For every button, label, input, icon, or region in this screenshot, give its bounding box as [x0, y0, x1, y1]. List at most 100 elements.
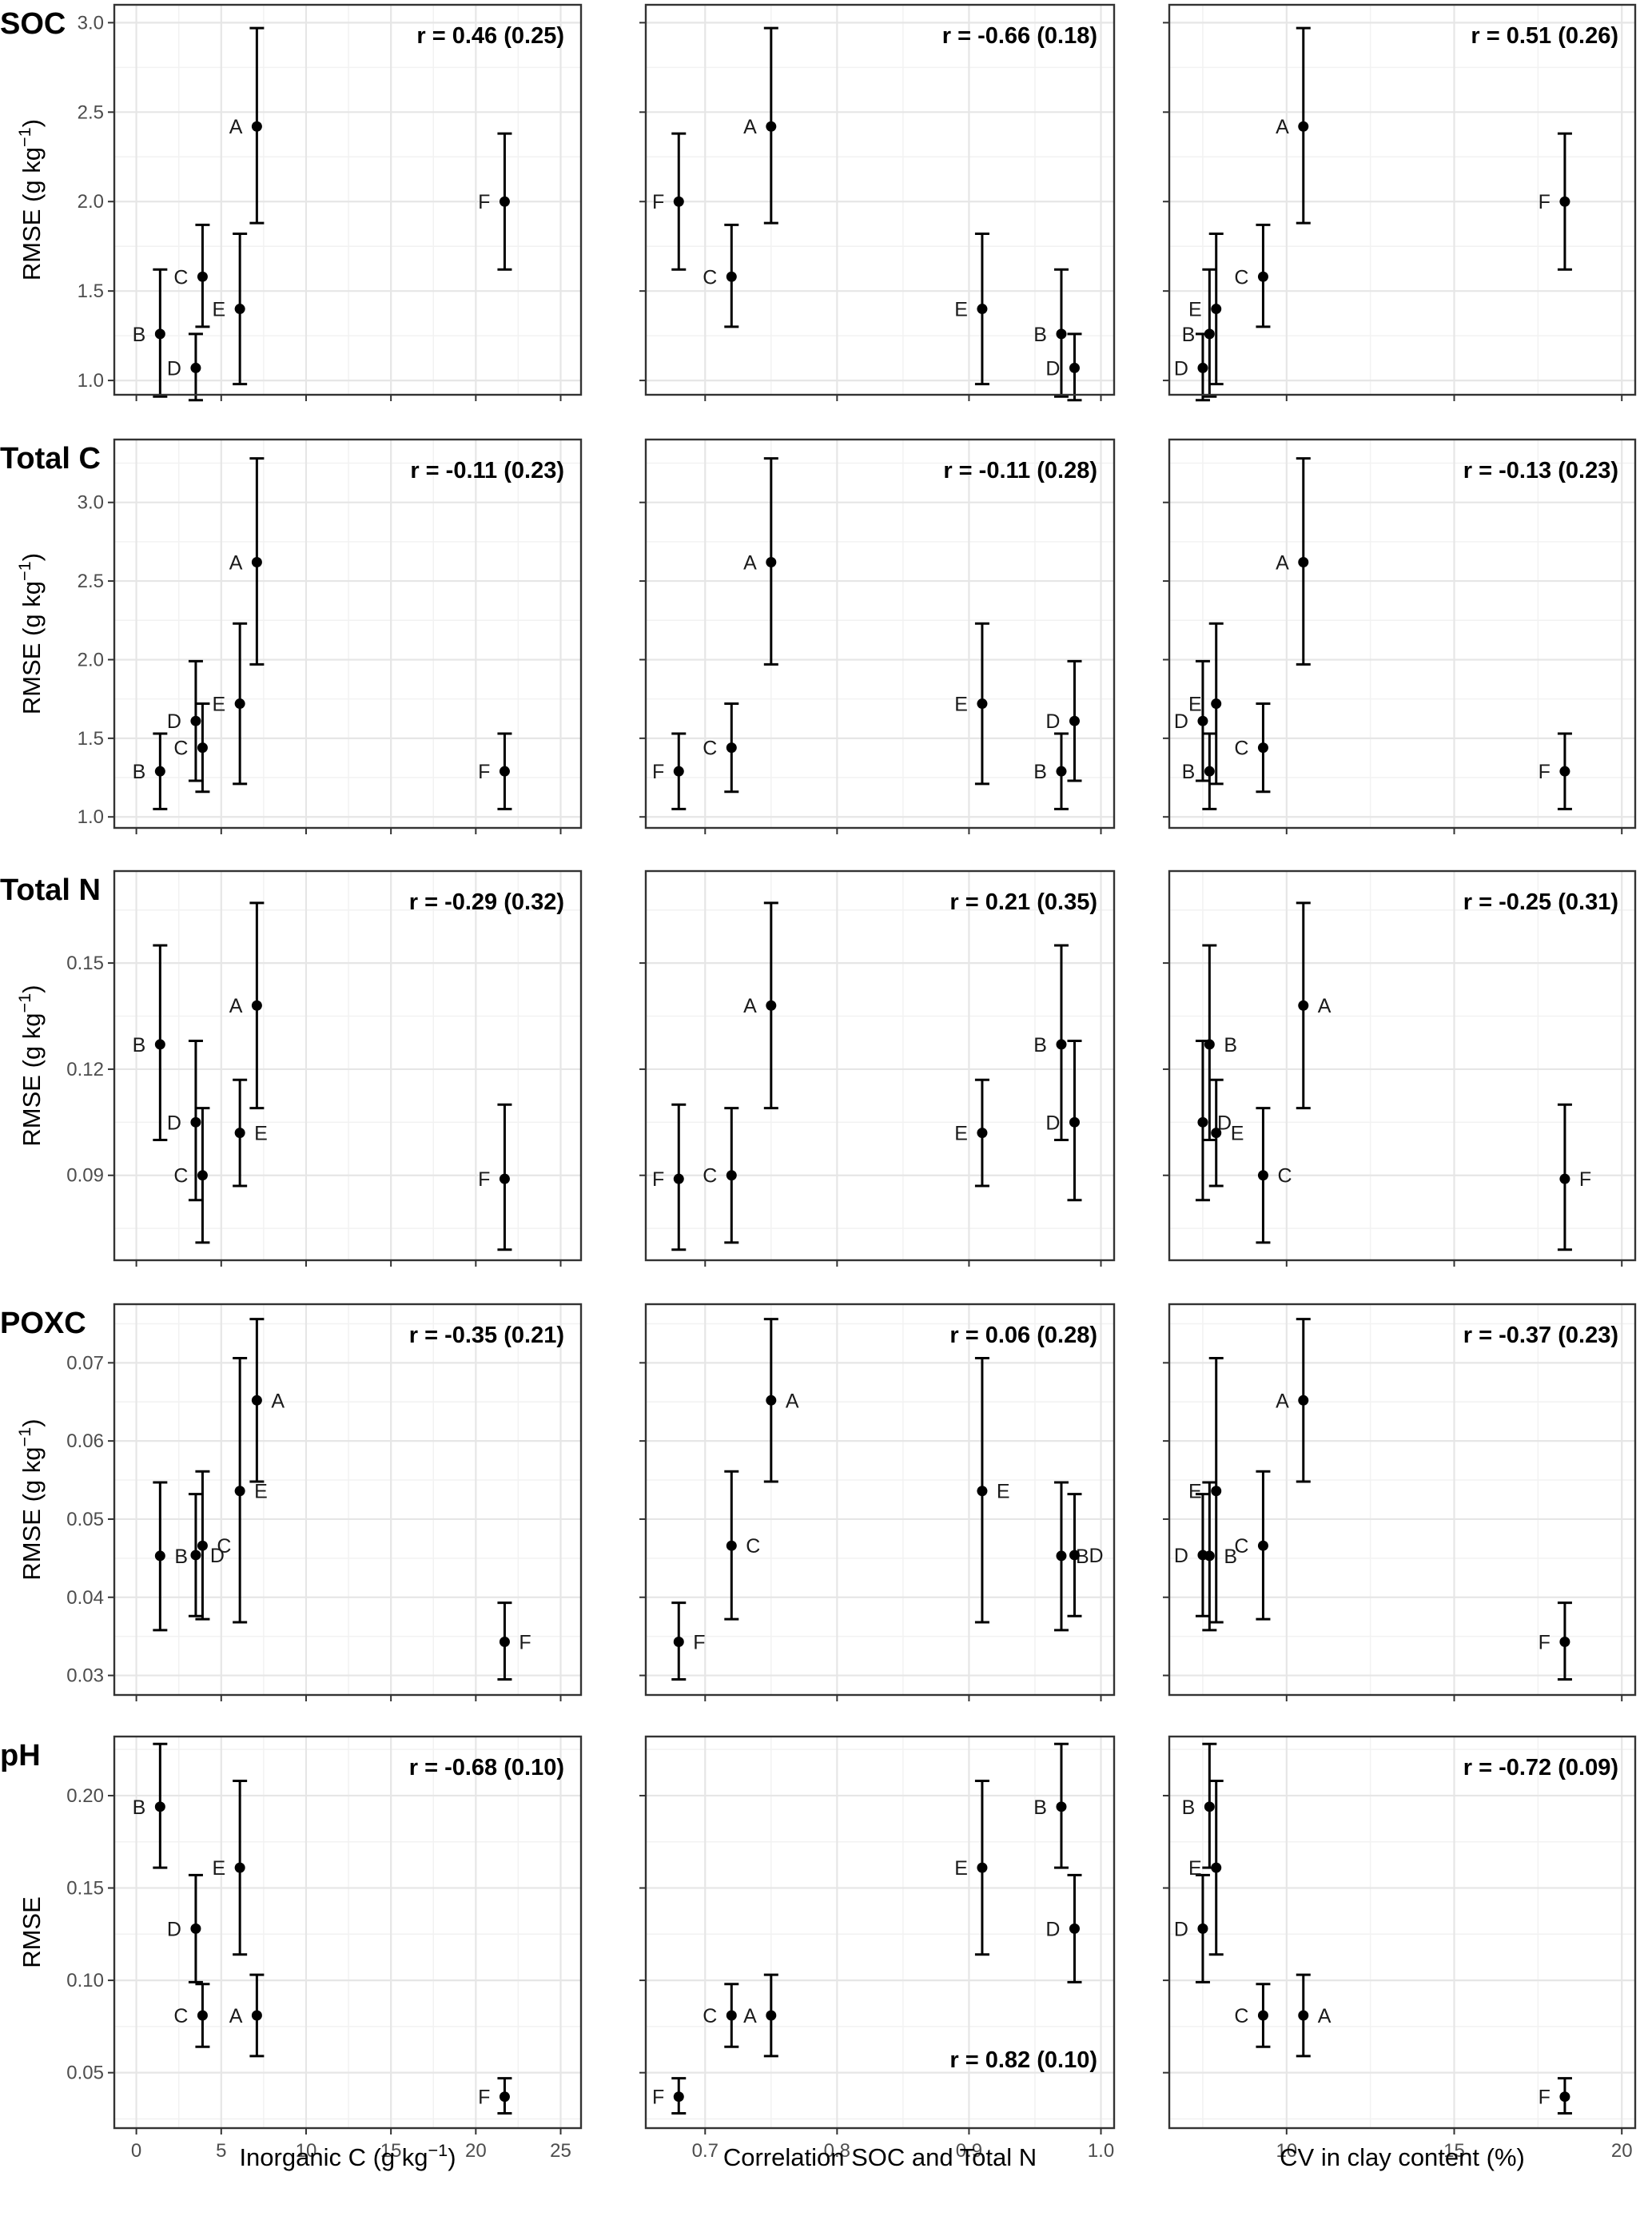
point-label-f: F [478, 1168, 490, 1191]
point-label-f: F [693, 1631, 705, 1653]
point-label-f: F [652, 2087, 664, 2109]
point-label-b: B [133, 1034, 146, 1056]
point-label-e: E [954, 1857, 968, 1880]
panel-poxc-2: A B C D E Fr = 0.06 (0.28) [639, 1303, 1116, 1701]
panel-ph-3: 10 15 20 A B C D E Fr = -0.72 (0.09) [1163, 1735, 1637, 2162]
correlation-label: r = 0.06 (0.28) [949, 1323, 1097, 1348]
point-label-e: E [254, 1123, 268, 1145]
panel-soc-2: A B C D E Fr = -0.66 (0.18) [639, 3, 1116, 402]
panel-background [1169, 871, 1635, 1260]
data-point-d [1197, 1116, 1208, 1128]
panel-border [113, 1735, 583, 2130]
panel-border [1168, 1303, 1637, 1697]
point-label-e: E [997, 1481, 1010, 1503]
panel-background [646, 5, 1114, 395]
point-label-c: C [1234, 738, 1248, 760]
y-tick-label: 0.05 [66, 2063, 104, 2084]
panel-background [114, 1737, 581, 2128]
data-point-d [1069, 362, 1080, 373]
point-label-e: E [954, 1123, 968, 1145]
data-point-b [1056, 766, 1067, 777]
x-tick-label: 25 [550, 2140, 571, 2162]
point-label-e: E [212, 694, 225, 716]
point-label-c: C [173, 266, 188, 288]
data-point-c [197, 1540, 208, 1551]
point-label-e: E [1188, 1857, 1202, 1880]
data-point-a [1298, 1000, 1309, 1011]
data-point-f [1559, 2091, 1570, 2103]
correlation-label: r = -0.68 (0.10) [409, 1755, 564, 1780]
panel-border [644, 869, 1116, 1262]
data-point-d [1197, 362, 1208, 373]
data-point-a [766, 1000, 777, 1011]
correlation-label: r = -0.72 (0.09) [1463, 1755, 1618, 1780]
data-point-f [1559, 766, 1570, 777]
data-point-c [1257, 2010, 1268, 2021]
point-label-b: B [1224, 1034, 1237, 1056]
point-label-d: D [1174, 1545, 1188, 1567]
data-point-a [766, 121, 777, 132]
panel-ph-1: 0.05 0.10 0.15 0.20 0 5 10 15 20 25 A B C D E Fr = -0.6… [66, 1735, 583, 2162]
point-label-d: D [167, 357, 181, 380]
point-label-a: A [229, 551, 243, 574]
point-label-b: B [133, 324, 146, 346]
correlation-label: r = 0.46 (0.25) [416, 23, 564, 49]
point-label-e: E [954, 299, 968, 321]
data-point-c [197, 1170, 208, 1181]
row-label-total-c: Total C [0, 442, 101, 475]
point-label-d: D [1045, 710, 1060, 733]
point-label-c: C [173, 1165, 188, 1188]
data-point-e [234, 304, 245, 315]
point-label-e: E [1188, 694, 1202, 716]
point-label-a: A [1318, 995, 1332, 1017]
data-point-c [726, 742, 737, 754]
y-tick-label: 0.15 [66, 1878, 104, 1900]
panel-border [113, 869, 583, 1262]
y-tick-label: 0.03 [66, 1665, 104, 1687]
correlation-label: r = -0.11 (0.28) [943, 458, 1097, 483]
correlation-label: r = -0.11 (0.23) [410, 458, 564, 483]
y-tick-label: 1.0 [78, 806, 104, 828]
point-label-b: B [133, 761, 146, 783]
panel-background [114, 871, 581, 1260]
data-point-e [977, 1486, 988, 1497]
panel-total-n-2: A B C D E Fr = 0.21 (0.35) [639, 869, 1116, 1267]
point-label-c: C [703, 2005, 717, 2027]
panel-border [644, 438, 1116, 830]
point-label-b: B [1224, 1546, 1237, 1568]
panel-background [114, 1304, 581, 1695]
panel-background [646, 871, 1114, 1260]
point-label-a: A [1276, 116, 1289, 138]
data-point-f [499, 766, 510, 777]
point-label-d: D [210, 1545, 225, 1567]
point-label-b: B [133, 1796, 146, 1819]
point-label-d: D [1174, 710, 1188, 733]
panel-background [1169, 440, 1635, 828]
data-point-a [1298, 556, 1309, 567]
panel-border [644, 1735, 1116, 2130]
data-point-b [1056, 1039, 1067, 1050]
x-axis-label-2: Correlation SOC and Total N [723, 2143, 1037, 2171]
panel-border [644, 1303, 1116, 1697]
point-label-f: F [1539, 761, 1550, 783]
correlation-label: r = 0.82 (0.10) [949, 2047, 1097, 2073]
data-point-b [1204, 1801, 1215, 1812]
point-label-c: C [746, 1535, 760, 1558]
point-label-c: C [173, 738, 188, 760]
point-label-e: E [954, 694, 968, 716]
panel-background [646, 1304, 1114, 1695]
panel-border [1168, 438, 1637, 830]
point-label-c: C [1234, 2005, 1248, 2027]
row-label-ph: pH [0, 1739, 41, 1772]
y-tick-label: 0.12 [66, 1059, 104, 1080]
point-label-f: F [1539, 2087, 1550, 2109]
data-point-f [1559, 1173, 1570, 1184]
data-point-d [1197, 715, 1208, 726]
point-label-b: B [1182, 761, 1196, 783]
point-label-c: C [703, 1165, 717, 1188]
panel-background [114, 440, 581, 828]
point-label-e: E [1231, 1123, 1244, 1145]
data-point-e [234, 1128, 245, 1139]
point-label-e: E [1188, 299, 1202, 321]
point-label-c: C [1234, 1535, 1248, 1558]
